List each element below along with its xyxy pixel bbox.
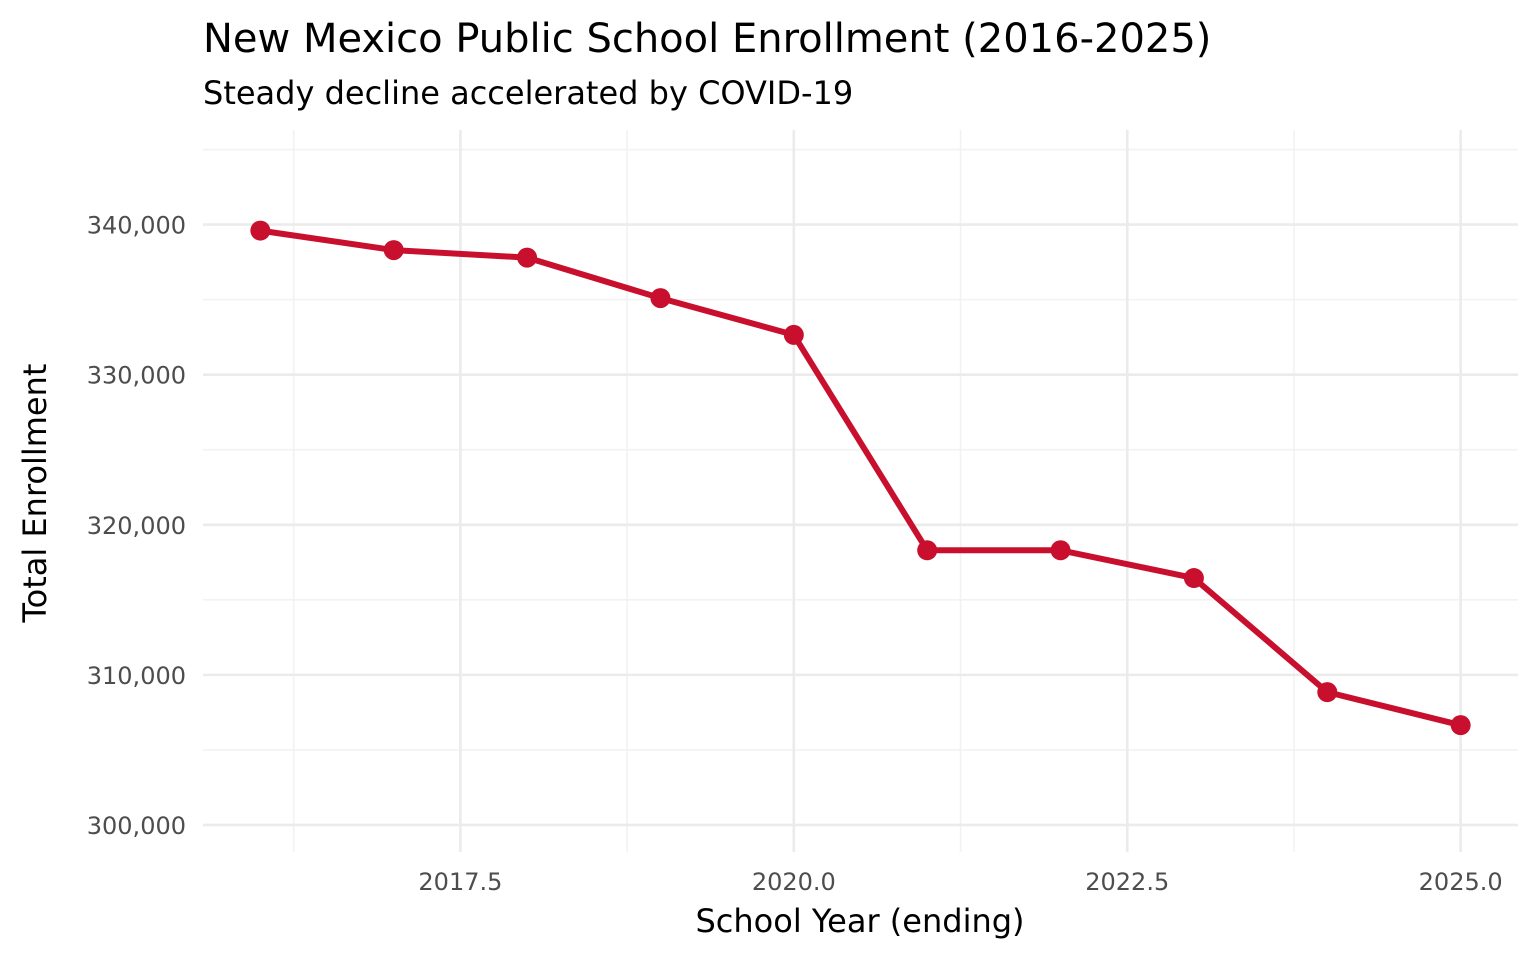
data-point	[250, 220, 271, 241]
data-point	[650, 288, 671, 309]
y-tick-label: 310,000	[87, 662, 186, 690]
x-tick-label: 2022.5	[1085, 868, 1169, 896]
series	[250, 220, 1471, 736]
x-axis-ticks: 2017.5 2020.0 2022.5 2025.0	[418, 868, 1502, 896]
x-tick-label: 2017.5	[418, 868, 502, 896]
y-tick-label: 300,000	[87, 812, 186, 840]
chart-subtitle: Steady decline accelerated by COVID-19	[203, 74, 853, 112]
x-axis-title: School Year (ending)	[695, 902, 1024, 940]
data-point	[1050, 540, 1071, 561]
data-point	[1450, 715, 1471, 736]
x-tick-label: 2025.0	[1419, 868, 1503, 896]
grid	[203, 130, 1518, 852]
data-point	[1183, 568, 1204, 589]
data-point	[383, 240, 404, 261]
series-line	[257, 227, 1464, 729]
y-axis-title: Total Enrollment	[16, 364, 54, 624]
y-tick-label: 320,000	[87, 512, 186, 540]
y-tick-label: 330,000	[87, 362, 186, 390]
data-point	[1317, 682, 1338, 703]
chart-title: New Mexico Public School Enrollment (201…	[203, 16, 1211, 62]
data-point	[517, 247, 538, 268]
data-point	[783, 324, 804, 345]
y-axis-ticks: 300,000 310,000 320,000 330,000 340,000	[87, 212, 186, 840]
y-tick-label: 340,000	[87, 212, 186, 240]
data-point	[917, 540, 938, 561]
x-tick-label: 2020.0	[752, 868, 836, 896]
